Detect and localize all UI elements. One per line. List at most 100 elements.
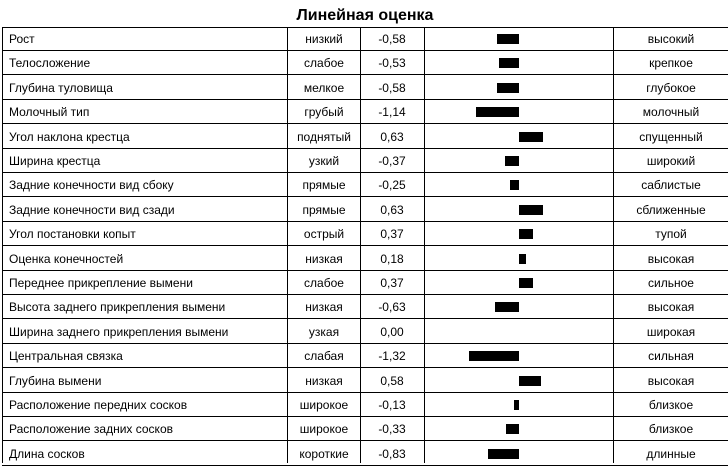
high-pole-label: широкая xyxy=(646,324,696,339)
value-label: 0,37 xyxy=(380,276,404,290)
trait-label: Высота заднего прикрепления вымени xyxy=(9,300,226,315)
trait-label: Угол постановки копыт xyxy=(9,227,136,242)
row-divider xyxy=(2,342,728,344)
value-bar xyxy=(468,351,519,362)
low-pole-label: слабое xyxy=(304,56,344,71)
high-pole-label: длинные xyxy=(646,446,696,461)
high-pole-label: глубокое xyxy=(646,80,696,95)
table-row: Задние конечности вид сбоку прямые -0,25 са… xyxy=(0,173,728,198)
table-row: Глубина туловища мелкое -0,58 глубокое xyxy=(0,76,728,100)
trait-label: Задние конечности вид сбоку xyxy=(9,178,174,193)
high-pole-label: тупой xyxy=(655,227,687,242)
low-pole-label: острый xyxy=(303,227,345,242)
value-bar xyxy=(519,253,526,264)
value-bar xyxy=(509,180,519,191)
value-label: -0,58 xyxy=(378,32,406,46)
row-divider xyxy=(2,172,728,173)
high-pole-label: сближенные xyxy=(636,202,706,217)
value-label: 0,37 xyxy=(380,227,404,242)
low-pole-label: короткие xyxy=(299,446,349,461)
low-pole-label: узкий xyxy=(308,154,340,168)
value-label: -0,53 xyxy=(378,56,406,71)
value-label: -0,83 xyxy=(378,446,406,461)
row-divider xyxy=(2,74,728,76)
high-pole-label: молочный xyxy=(642,105,700,120)
trait-label: Центральная связка xyxy=(9,349,123,364)
table-row: Молочный тип грубый -1,14 молочный xyxy=(0,100,728,125)
column-divider-bar xyxy=(613,27,614,463)
row-divider xyxy=(2,367,728,369)
row-divider xyxy=(2,416,728,417)
value-label: 0,63 xyxy=(380,202,404,217)
value-label: -0,58 xyxy=(378,80,406,95)
value-bar xyxy=(495,302,519,313)
trait-label: Угол наклона крестца xyxy=(9,129,130,144)
row-divider xyxy=(2,147,728,149)
low-pole-label: слабое xyxy=(304,276,344,290)
value-bar xyxy=(498,58,519,69)
value-bar xyxy=(497,82,519,93)
trait-label: Расположение передних сосков xyxy=(9,398,188,412)
trait-label: Оценка конечностей xyxy=(9,251,124,266)
row-divider xyxy=(2,318,728,320)
table-row: Рост низкий -0,58 высокий xyxy=(0,27,728,51)
value-bar xyxy=(497,34,519,44)
column-divider-value xyxy=(424,27,425,463)
high-pole-label: саблистые xyxy=(641,178,701,193)
row-divider xyxy=(2,440,728,442)
value-bar xyxy=(519,131,543,142)
low-pole-label: поднятый xyxy=(297,129,351,144)
high-pole-label: широкий xyxy=(646,154,696,168)
low-pole-label: низкая xyxy=(305,251,343,266)
low-pole-label: широкое xyxy=(299,422,349,437)
high-pole-label: близкое xyxy=(648,398,694,412)
trait-label: Переднее прикрепление вымени xyxy=(9,276,193,290)
trait-label: Рост xyxy=(9,32,35,46)
value-bar xyxy=(519,375,541,386)
value-label: -0,25 xyxy=(378,178,406,193)
row-divider xyxy=(2,245,728,247)
row-divider xyxy=(2,196,728,198)
low-pole-label: грубый xyxy=(304,105,344,120)
low-pole-label: мелкое xyxy=(303,80,345,95)
table-row: Ширина заднего прикрепления вымени узкая 0… xyxy=(0,320,728,344)
value-label: -1,32 xyxy=(378,349,406,364)
low-pole-label: узкая xyxy=(308,324,340,339)
value-bar xyxy=(519,278,534,288)
table-border-left xyxy=(2,27,3,463)
trait-label: Длина сосков xyxy=(9,446,85,461)
trait-label: Расположение задних сосков xyxy=(9,422,173,437)
value-label: -0,63 xyxy=(378,300,406,315)
trait-label: Телосложение xyxy=(9,56,91,71)
trait-label: Задние конечности вид сзади xyxy=(9,202,175,217)
value-bar xyxy=(519,204,543,215)
value-bar xyxy=(504,156,519,166)
table-row: Высота заднего прикрепления вымени низкая… xyxy=(0,295,728,320)
high-pole-label: сильное xyxy=(648,276,694,290)
table-row: Центральная связка слабая -1,32 сильная xyxy=(0,344,728,369)
row-divider xyxy=(2,294,728,295)
value-bar xyxy=(519,229,534,240)
value-bar xyxy=(487,448,519,459)
value-label: 0,58 xyxy=(380,373,404,388)
value-label: -1,14 xyxy=(378,105,406,120)
value-label: -0,37 xyxy=(378,154,406,168)
title-divider xyxy=(2,27,728,28)
value-label: 0,18 xyxy=(380,251,404,266)
high-pole-label: высокая xyxy=(647,300,695,315)
table-row: Угол наклона крестца поднятый 0,63 спущенны… xyxy=(0,125,728,149)
high-pole-label: близкое xyxy=(648,422,694,437)
table-row: Ширина крестца узкий -0,37 широкий xyxy=(0,149,728,173)
high-pole-label: сильная xyxy=(648,349,694,364)
low-pole-label: низкая xyxy=(305,300,343,315)
value-label: -0,33 xyxy=(378,422,406,437)
value-label: 0,00 xyxy=(380,324,404,339)
low-pole-label: низкая xyxy=(305,373,343,388)
table-row: Телосложение слабое -0,53 крепкое xyxy=(0,51,728,76)
low-pole-label: прямые xyxy=(302,178,346,193)
column-divider-trait xyxy=(287,27,288,463)
table-row: Угол постановки копыт острый 0,37 тупой xyxy=(0,222,728,247)
row-divider xyxy=(2,220,728,222)
trait-label: Ширина заднего прикрепления вымени xyxy=(9,324,229,339)
high-pole-label: высокая xyxy=(647,251,695,266)
